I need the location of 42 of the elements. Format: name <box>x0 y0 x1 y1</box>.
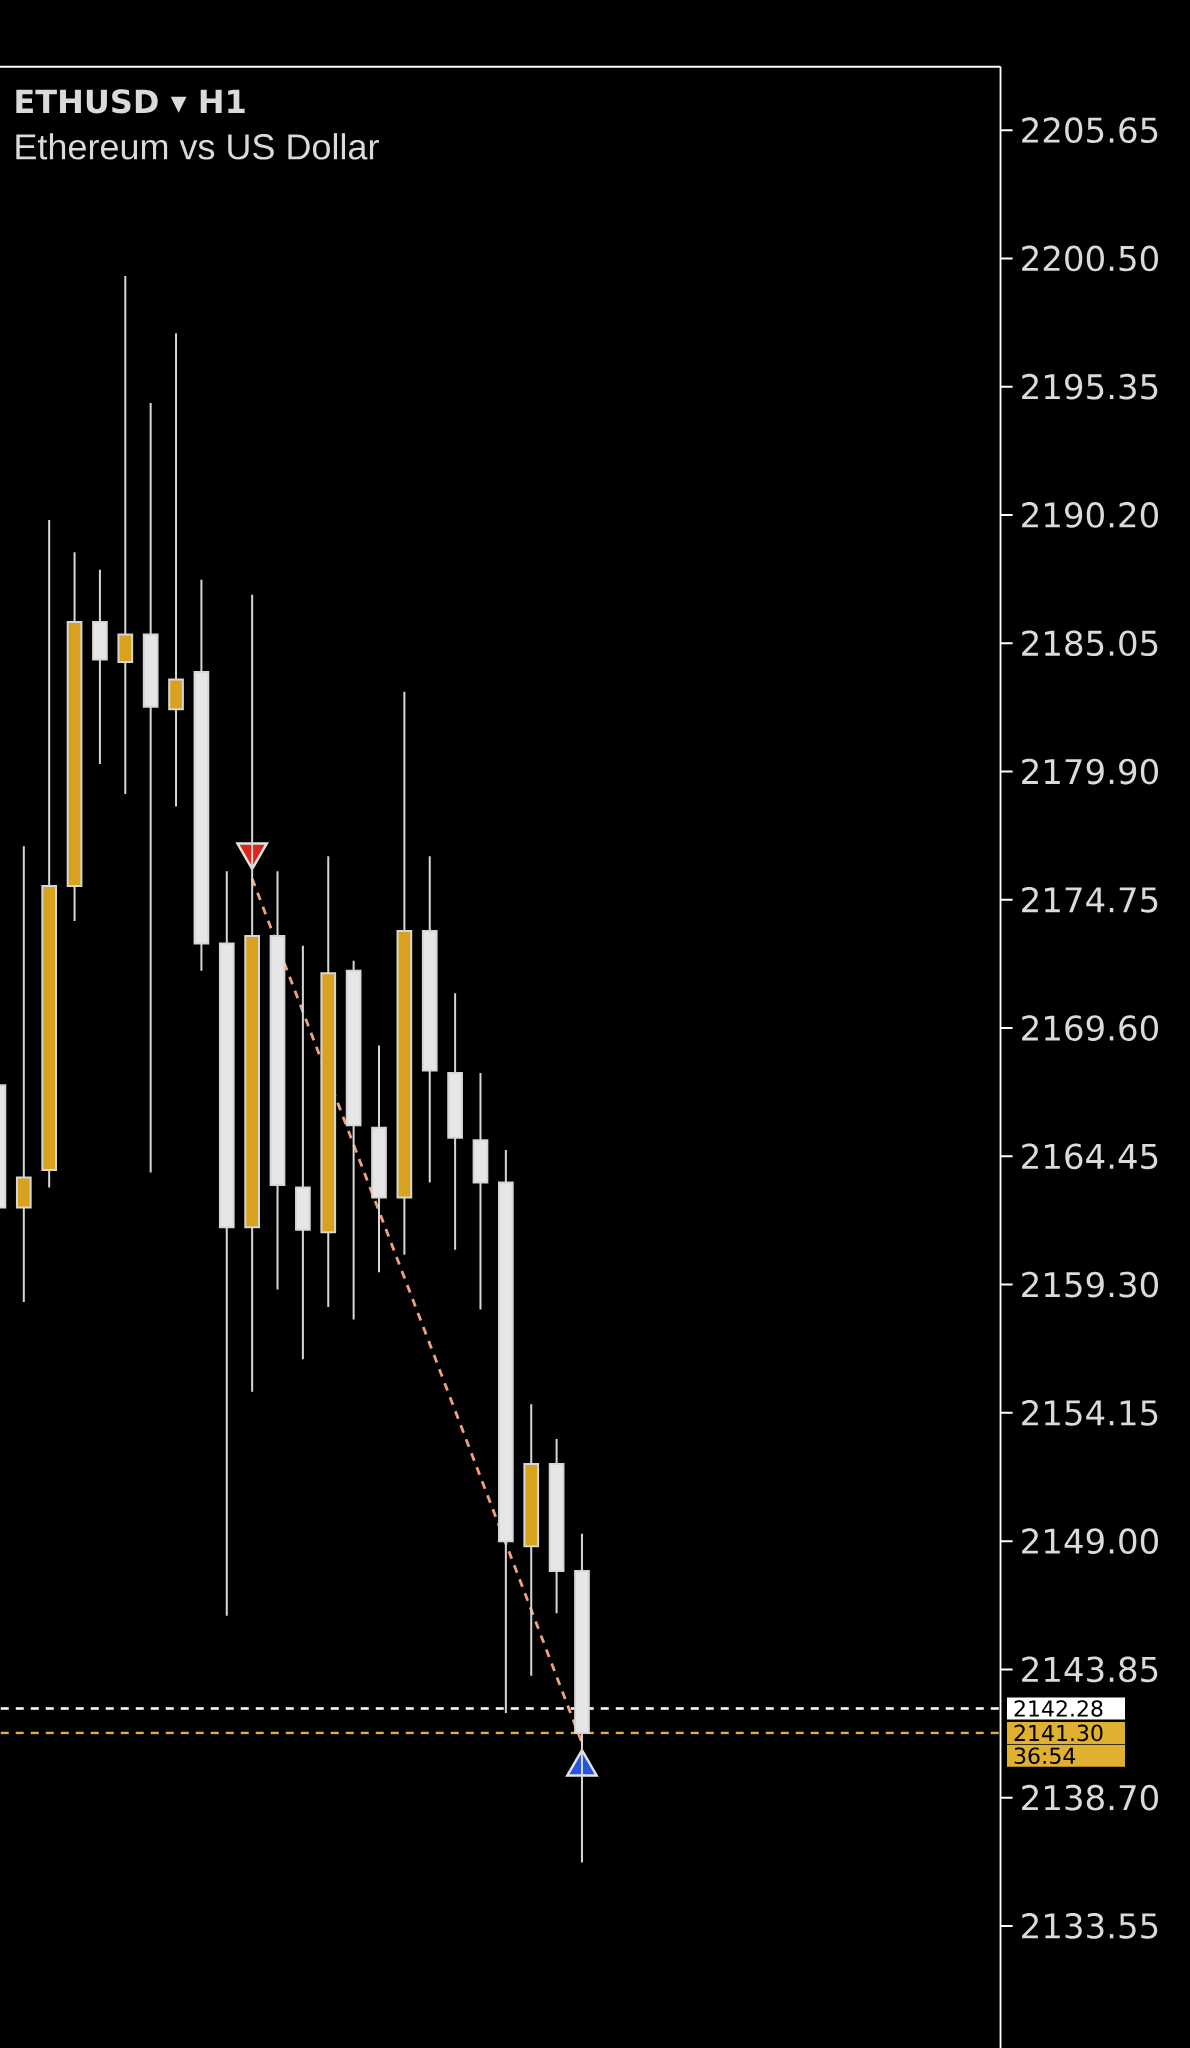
ref-line-label: 2142.28 <box>1014 1700 1103 1717</box>
candlestick <box>548 1438 565 1615</box>
y-tick-label: 2159.30 <box>1022 1271 1158 1298</box>
candlestick <box>117 274 134 795</box>
y-tick-label: 2185.05 <box>1022 630 1158 657</box>
candlestick <box>396 690 413 1256</box>
candlestick <box>498 1149 514 1714</box>
candlestick <box>168 332 184 808</box>
y-tick-label: 2164.45 <box>1022 1143 1158 1170</box>
candlestick <box>371 1044 387 1274</box>
y-tick-label: 2179.90 <box>1022 758 1158 785</box>
candlestick <box>295 944 311 1361</box>
candlestick <box>41 518 58 1189</box>
candlestick <box>244 593 260 1393</box>
y-tick-label: 2195.35 <box>1022 373 1158 400</box>
y-tick-label: 2133.55 <box>1022 1913 1158 1939</box>
y-tick-label: 2200.50 <box>1022 245 1158 272</box>
candlestick <box>320 855 337 1309</box>
candlestick <box>218 870 235 1617</box>
text: Ethereum vs US Dollar <box>16 133 379 160</box>
candlestick <box>345 959 362 1321</box>
y-tick-label: 2154.15 <box>1022 1400 1158 1426</box>
text: 36:54 <box>1014 1747 1076 1765</box>
ref-line-label: 2141.30 <box>1014 1724 1103 1742</box>
y-tick-label: 2205.65 <box>1022 117 1158 144</box>
candlestick <box>421 855 438 1184</box>
y-tick-label: 2149.00 <box>1022 1528 1158 1554</box>
y-tick-label: 2143.85 <box>1022 1656 1158 1683</box>
candlestick <box>472 1071 489 1311</box>
candlestick <box>269 870 286 1291</box>
y-tick-label: 2138.70 <box>1022 1784 1158 1811</box>
text: ETHUSD ▾ H1 <box>16 89 245 114</box>
candlestick <box>142 401 159 1174</box>
candlestick <box>66 551 83 922</box>
candlestick <box>15 845 32 1304</box>
candlestick <box>193 578 210 972</box>
y-tick-label: 2169.60 <box>1022 1015 1158 1041</box>
y-tick-label: 2174.75 <box>1022 886 1158 913</box>
candlestick <box>523 1403 540 1677</box>
y-tick-label: 2190.20 <box>1022 502 1158 528</box>
candlestick <box>447 992 463 1251</box>
candlestick <box>92 568 108 766</box>
